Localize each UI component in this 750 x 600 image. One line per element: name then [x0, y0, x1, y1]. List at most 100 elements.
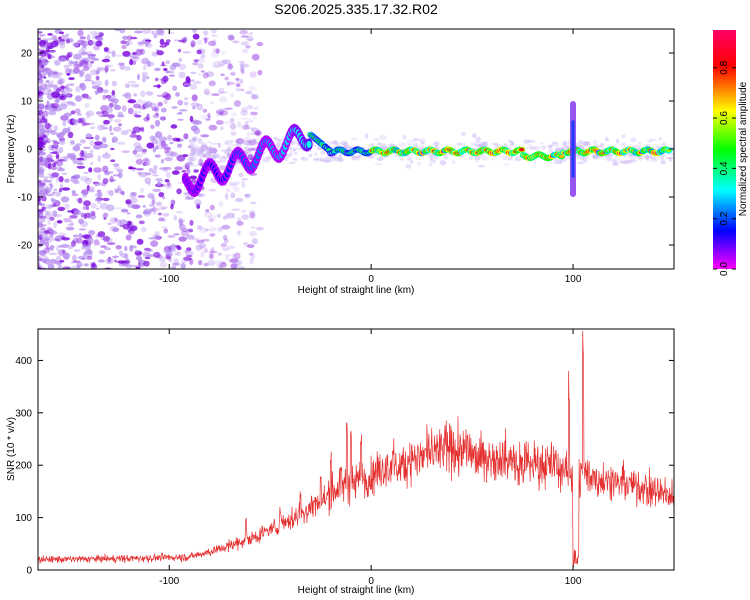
noise-blob	[43, 118, 48, 123]
noise-blob	[228, 181, 236, 186]
noise-blob	[208, 218, 215, 223]
noise-blob	[112, 226, 116, 234]
noise-blob	[38, 40, 41, 48]
noise-blob	[183, 83, 192, 86]
noise-blob	[202, 30, 209, 35]
noise-blob	[233, 100, 242, 107]
noise-blob	[196, 39, 203, 46]
noise-blob	[59, 55, 67, 62]
noise-blob	[211, 51, 219, 58]
noise-blob	[244, 140, 253, 146]
haze-blob	[659, 154, 664, 160]
haze-blob	[229, 140, 233, 144]
noise-blob	[86, 255, 93, 260]
noise-blob	[58, 147, 64, 154]
noise-blob	[230, 192, 236, 199]
noise-blob	[39, 151, 47, 156]
noise-blob	[58, 244, 63, 248]
haze-blob	[226, 139, 230, 144]
noise-blob	[97, 259, 105, 263]
noise-blob	[141, 71, 148, 77]
noise-blob	[153, 164, 158, 171]
noise-blob	[79, 36, 86, 40]
noise-blob	[241, 214, 249, 220]
noise-blob	[225, 255, 229, 261]
noise-blob	[50, 229, 54, 233]
haze-blob	[414, 138, 421, 142]
haze-blob	[382, 145, 389, 151]
noise-blob	[143, 40, 151, 46]
noise-blob	[69, 39, 74, 44]
noise-blob	[113, 118, 122, 123]
haze-blob	[660, 160, 667, 165]
noise-blob	[161, 61, 165, 66]
noise-blob	[202, 153, 207, 158]
noise-blob	[38, 249, 41, 254]
snr-x-label: 0	[368, 576, 374, 587]
haze-blob	[475, 136, 481, 143]
colorbar: 0.0 0.2 0.4 0.6 0.8 Normalized spectral ampl…	[713, 30, 749, 276]
snr-y-label: 200	[15, 461, 32, 472]
noise-blob	[110, 147, 115, 151]
colorbar-strip	[713, 30, 736, 269]
noise-blob	[175, 211, 183, 214]
noise-blob	[221, 224, 231, 230]
noise-blob	[44, 249, 49, 252]
noise-blob	[114, 217, 118, 222]
noise-blob	[142, 205, 146, 208]
haze-blob	[643, 154, 650, 160]
noise-blob	[88, 237, 94, 245]
noise-blob	[236, 229, 243, 233]
haze-blob	[634, 145, 641, 150]
colorbar-tick-label: 0.6	[719, 111, 730, 125]
noise-blob	[205, 71, 215, 78]
noise-blob	[128, 55, 137, 58]
haze-blob	[473, 159, 479, 163]
haze-blob	[563, 141, 570, 147]
noise-blob	[104, 67, 109, 74]
haze-blob	[507, 158, 513, 161]
noise-blob	[38, 215, 47, 219]
noise-blob	[106, 242, 116, 245]
noise-blob	[238, 172, 244, 178]
noise-blob	[114, 105, 122, 111]
noise-blob	[65, 38, 70, 44]
noise-blob	[157, 218, 167, 222]
spectrogram-y-label: 10	[21, 97, 33, 108]
noise-blob	[225, 193, 229, 200]
noise-blob	[172, 262, 180, 266]
noise-blob	[73, 63, 82, 68]
noise-blob	[234, 252, 241, 260]
haze-blob	[193, 144, 200, 151]
noise-blob	[91, 80, 95, 85]
noise-blob	[176, 112, 182, 115]
spectrogram-y-axis-title: Frequency (Hz)	[6, 115, 17, 184]
noise-blob	[38, 151, 42, 157]
noise-blob	[58, 188, 63, 193]
snr-axes: -100 0 100 0 100 200 300 400	[15, 329, 674, 587]
noise-blob	[173, 233, 180, 236]
noise-blob	[233, 260, 243, 266]
noise-blob	[212, 60, 222, 68]
haze-blob	[292, 149, 296, 152]
noise-blob	[244, 193, 249, 197]
haze-blob	[492, 143, 500, 146]
noise-blob	[226, 81, 230, 87]
noise-blob	[224, 120, 232, 125]
noise-blob	[56, 132, 61, 138]
haze-blob	[402, 135, 407, 140]
noise-blob	[61, 243, 69, 248]
noise-blob	[49, 50, 55, 54]
noise-blob	[159, 206, 168, 210]
haze-blob	[576, 162, 585, 165]
haze-blob	[224, 151, 229, 155]
haze-blob	[620, 142, 627, 147]
noise-blob	[47, 71, 52, 78]
noise-blob	[240, 109, 248, 116]
haze-blob	[621, 134, 626, 138]
noise-blob	[38, 123, 45, 131]
haze-blob	[238, 139, 245, 144]
noise-blob	[38, 118, 43, 125]
noise-blob	[114, 188, 123, 192]
noise-blob	[159, 256, 166, 263]
